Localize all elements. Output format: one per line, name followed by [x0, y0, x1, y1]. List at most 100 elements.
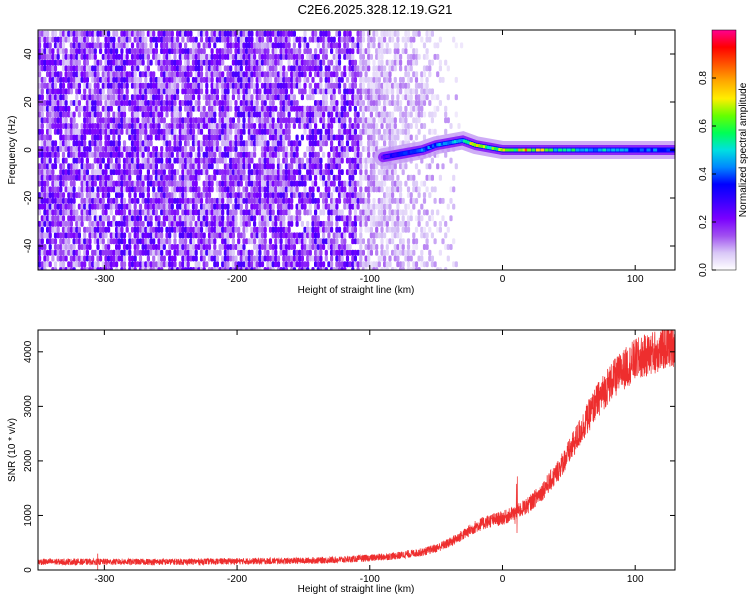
spectrogram-cell [332, 94, 336, 101]
spectrogram-cell [99, 255, 103, 262]
spectrogram-cell [250, 76, 254, 83]
spectrogram-cell [115, 209, 119, 216]
spectrogram-cell [80, 255, 84, 262]
spectrogram-cell [130, 94, 135, 101]
spectrogram-cell [91, 203, 95, 210]
spectrogram-cell [43, 157, 47, 164]
spectrogram-cell [146, 117, 150, 124]
spectrogram-cell [162, 151, 166, 158]
spectrogram-cell [120, 186, 124, 193]
spectrogram-cell [104, 42, 108, 49]
spectrogram-cell [120, 65, 124, 72]
spectrogram-cell [359, 71, 363, 78]
spectrogram-cell [122, 146, 127, 152]
spectrogram-cell [128, 186, 132, 193]
spectrogram-cell [61, 261, 66, 268]
spectrogram-cell [414, 48, 419, 55]
spectrogram-cell [162, 71, 166, 78]
spectrogram-cell [88, 192, 92, 199]
spectrogram-cell [96, 151, 100, 158]
spectrogram-cell [56, 232, 60, 239]
spectrogram-cell [189, 244, 193, 250]
spectrogram-cell [314, 174, 318, 181]
spectrogram-cell [173, 215, 177, 222]
spectrogram-cell [170, 220, 174, 227]
spectrogram-cell [138, 71, 143, 78]
spectrogram-cell [205, 82, 209, 89]
spectrogram-cell [88, 71, 92, 78]
spectrogram-cell [308, 203, 312, 210]
spectrogram-cell [40, 82, 44, 89]
spectrogram-cell [56, 197, 60, 204]
spectrogram-cell [56, 157, 60, 164]
spectrogram-cell [322, 209, 326, 216]
spectrogram-cell [181, 244, 185, 250]
spectrogram-cell [133, 36, 137, 43]
spectrogram-cell [59, 220, 63, 227]
spectrogram-cell [59, 163, 63, 170]
spectrogram-cell [160, 48, 164, 55]
spectrogram-cell [136, 88, 140, 95]
spectrogram-cell [51, 186, 55, 193]
spectrogram-cell [218, 65, 222, 72]
spectrogram-cell [112, 180, 116, 187]
spectrogram-cell [168, 267, 172, 270]
spectrogram-cell [136, 244, 140, 250]
spectrogram-cell [430, 232, 434, 239]
spectrogram-cell [247, 163, 251, 170]
spectrogram-cell [337, 226, 342, 233]
spectrogram-cell [162, 192, 166, 199]
spectrogram-cell [282, 220, 286, 227]
spectrogram-cell [396, 36, 400, 43]
spectrogram-cell [189, 215, 193, 222]
spectrogram-cell [53, 65, 58, 72]
spectrogram-cell [128, 180, 132, 187]
spectrogram-cell [38, 59, 42, 66]
spectrogram-cell [117, 192, 121, 199]
spectrogram-cell [83, 94, 87, 101]
spectrogram-cell [414, 180, 419, 187]
spectrogram-cell [186, 220, 190, 227]
spectrogram-cell [271, 111, 275, 118]
spectrogram-cell [109, 186, 113, 193]
spectrogram-cell [104, 30, 108, 37]
spectrogram-cell [53, 94, 58, 101]
spectrogram-cell [162, 261, 166, 268]
spectrogram-cell [152, 157, 156, 164]
spectrogram-cell [130, 71, 135, 78]
spectrogram-cell [120, 82, 124, 89]
spectrogram-cell [77, 65, 81, 72]
spectrogram-cell [425, 209, 429, 216]
spectrogram-cell [308, 48, 312, 55]
spectrogram-cell [133, 180, 137, 187]
spectrogram-cell [122, 140, 127, 147]
spectrogram-cell [149, 174, 153, 181]
spectrogram-cell [38, 53, 42, 60]
spectrogram-cell [107, 203, 111, 210]
spectrogram-cell [48, 76, 52, 83]
spectrogram-cell [184, 261, 188, 268]
spectrogram-cell [120, 42, 124, 49]
spectrogram-cell [125, 71, 129, 78]
spectrogram-cell [146, 249, 150, 256]
spectrogram-cell [138, 249, 143, 256]
spectrogram-cell [43, 76, 47, 83]
spectrogram-cell [425, 261, 429, 268]
spectrogram-cell [69, 249, 73, 256]
spectrogram-cell [46, 36, 50, 43]
spectrogram-cell [85, 48, 89, 55]
spectrogram-cell [107, 244, 111, 250]
spectrogram-cell [154, 117, 158, 124]
spectrogram-cell [141, 71, 145, 78]
spectrogram-cell [69, 226, 73, 233]
spectrogram-cell [176, 267, 180, 270]
spectrogram-cell [61, 244, 66, 250]
spectrogram-cell [388, 255, 392, 262]
spectrogram-cell [115, 65, 119, 72]
spectrogram-cell [176, 117, 180, 124]
spectrogram-cell [128, 215, 132, 222]
spectrogram-cell [59, 215, 63, 222]
spectrogram-cell [115, 186, 119, 193]
spectrogram-cell [72, 111, 76, 118]
spectrogram-cell [80, 244, 84, 250]
